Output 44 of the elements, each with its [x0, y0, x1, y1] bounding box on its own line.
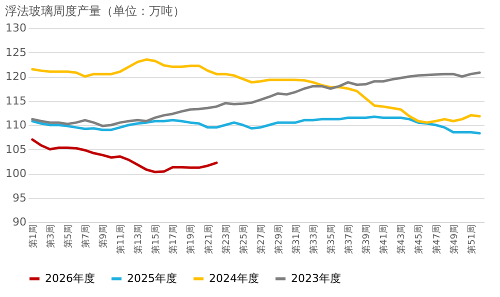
y-tick-label: 110	[6, 118, 26, 132]
x-tick-label: 第17周	[168, 224, 180, 254]
x-tick-label: 第37周	[344, 224, 355, 254]
y-tick-label: 125	[6, 46, 26, 59]
x-tick-label: 第15周	[150, 224, 162, 254]
x-tick-label: 第1周	[28, 224, 39, 248]
legend-label: 2023年度	[291, 272, 341, 285]
x-tick-label: 第7周	[80, 224, 92, 248]
legend-label: 2025年度	[127, 272, 177, 285]
y-tick-label: 120	[6, 70, 26, 83]
x-tick-label: 第9周	[98, 224, 110, 248]
x-tick-label: 第29周	[273, 224, 284, 254]
x-tick-label: 第47周	[431, 224, 442, 254]
line-series	[31, 71, 481, 128]
line-series	[31, 138, 218, 174]
x-tick-label: 第35周	[326, 224, 338, 254]
y-tick-label: 100	[6, 167, 26, 180]
line-series	[31, 58, 481, 124]
x-tick-label: 第5周	[62, 224, 74, 248]
y-tick-label: 130	[6, 22, 26, 34]
x-tick-label: 第19周	[186, 224, 197, 254]
x-tick-label: 第41周	[378, 224, 390, 254]
x-tick-label: 第39周	[361, 224, 372, 254]
x-tick-label: 第23周	[220, 224, 232, 254]
x-tick-label: 第51周	[466, 224, 478, 254]
y-tick-label: 90	[12, 216, 26, 228]
x-tick-label: 第27周	[256, 224, 267, 254]
x-tick-label: 第45周	[414, 224, 425, 254]
x-tick-label: 第43周	[396, 224, 408, 254]
y-tick-label: 115	[6, 94, 26, 108]
x-tick-label: 第33周	[308, 224, 320, 254]
x-tick-label: 第3周	[45, 224, 56, 248]
x-tick-label: 第31周	[290, 224, 302, 254]
line-series	[31, 116, 481, 134]
y-tick-label: 105	[6, 142, 26, 156]
x-tick-label: 第11周	[116, 224, 127, 254]
legend-label: 2024年度	[209, 272, 259, 285]
x-tick-label: 第21周	[203, 224, 214, 254]
x-tick-label: 第13周	[133, 224, 144, 254]
legend-label: 2026年度	[45, 272, 95, 285]
chart-title: 浮法玻璃周度产量（单位：万吨）	[5, 4, 186, 18]
x-tick-label: 第49周	[448, 224, 460, 254]
x-tick-label: 第25周	[238, 224, 250, 254]
y-tick-label: 95	[12, 191, 26, 204]
